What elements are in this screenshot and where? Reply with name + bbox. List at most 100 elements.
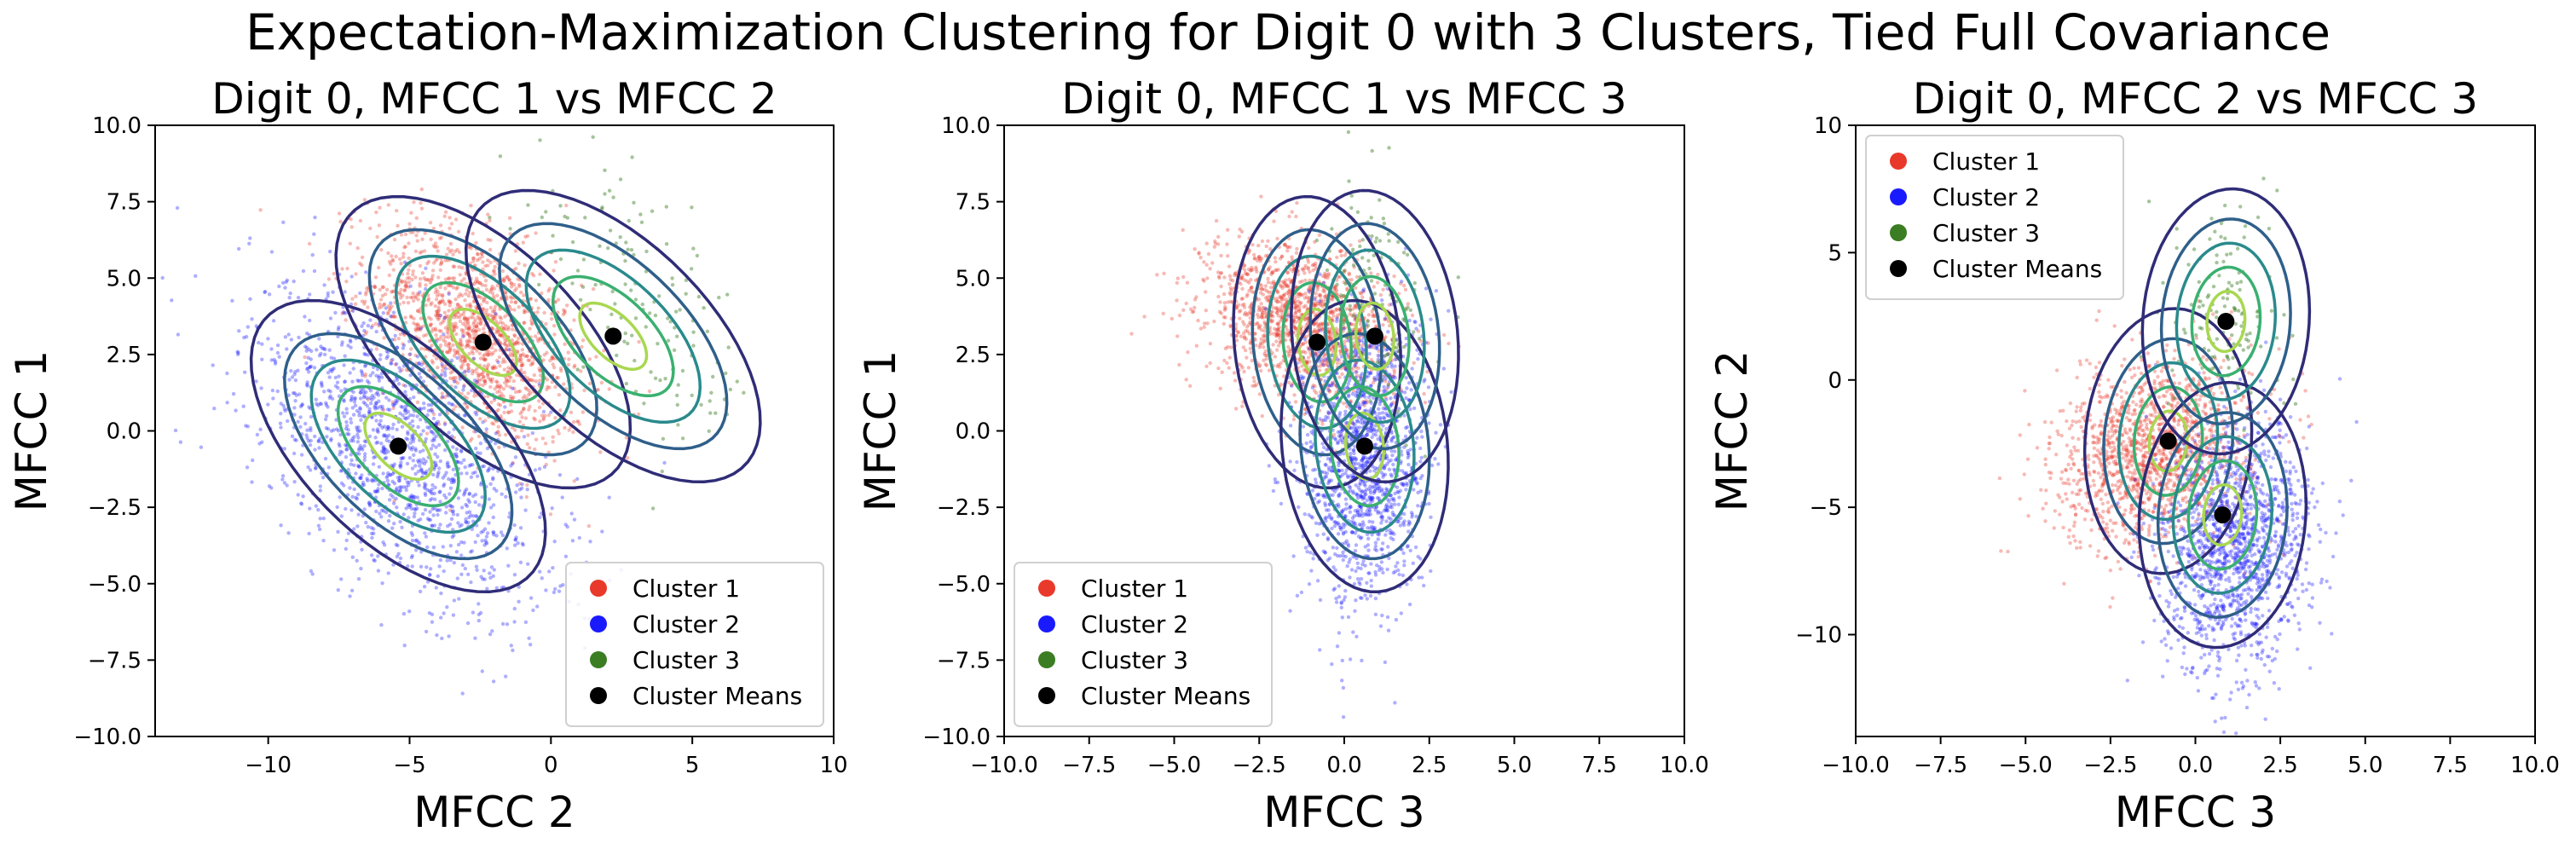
data-point: [680, 368, 685, 373]
data-point: [453, 404, 458, 409]
data-point: [473, 318, 477, 322]
data-point: [1239, 275, 1244, 280]
contour-line: [336, 384, 460, 508]
data-point: [447, 634, 451, 638]
data-point: [1241, 331, 1246, 336]
data-point: [1337, 274, 1343, 279]
data-point: [610, 289, 615, 294]
data-point: [469, 513, 473, 517]
data-point: [342, 397, 346, 402]
data-point: [417, 361, 421, 366]
data-point: [292, 373, 297, 377]
data-point: [1384, 317, 1389, 321]
data-point: [283, 286, 287, 290]
data-point: [1419, 455, 1424, 460]
data-point: [266, 337, 270, 341]
data-point: [1267, 464, 1272, 468]
data-point: [1242, 369, 1246, 374]
data-point: [482, 577, 487, 581]
data-point: [475, 325, 479, 329]
data-point: [386, 424, 390, 430]
data-point: [503, 380, 507, 385]
data-point: [323, 417, 328, 422]
data-point: [322, 283, 326, 287]
data-point: [427, 517, 431, 522]
data-point: [410, 466, 415, 471]
data-point: [623, 258, 627, 263]
data-point: [1249, 286, 1254, 290]
data-point: [408, 295, 413, 300]
data-point: [1206, 251, 1211, 257]
data-point: [488, 575, 493, 580]
data-point: [346, 531, 351, 535]
data-point: [472, 281, 477, 286]
data-point: [1360, 497, 1366, 501]
data-point: [225, 371, 229, 376]
data-point: [402, 416, 407, 420]
data-point: [509, 644, 513, 648]
data-point: [1318, 303, 1323, 307]
data-point: [1241, 345, 1246, 349]
data-point: [468, 333, 472, 338]
data-point: [435, 293, 440, 297]
data-point: [535, 604, 540, 609]
data-point: [301, 269, 306, 274]
data-point: [1202, 325, 1206, 329]
data-point: [475, 371, 480, 376]
data-point: [1295, 303, 1300, 308]
data-point: [1319, 300, 1324, 304]
data-point: [293, 378, 298, 383]
data-point: [1286, 245, 1291, 250]
data-point: [1245, 311, 1250, 316]
data-point: [1320, 304, 1325, 309]
data-point: [1259, 337, 1263, 341]
data-point: [286, 332, 291, 337]
data-point: [466, 338, 471, 344]
data-point: [492, 568, 496, 572]
data-point: [1309, 445, 1314, 449]
data-point: [381, 471, 385, 476]
data-point: [440, 364, 445, 368]
data-point: [374, 347, 379, 351]
data-point: [376, 554, 380, 558]
data-point: [423, 347, 427, 351]
data-point: [385, 474, 390, 478]
data-point: [506, 410, 511, 415]
data-point: [491, 574, 495, 578]
data-point: [368, 318, 373, 322]
data-point: [1358, 291, 1362, 295]
data-point: [453, 452, 459, 456]
data-point: [438, 459, 442, 464]
data-point: [630, 155, 634, 159]
data-point: [486, 238, 490, 242]
data-point: [1367, 344, 1372, 349]
data-point: [1233, 271, 1238, 275]
data-point: [509, 402, 513, 407]
data-point: [1376, 280, 1380, 285]
data-point: [423, 471, 427, 476]
data-point: [384, 306, 388, 310]
data-point: [1223, 307, 1227, 311]
data-point: [350, 406, 355, 410]
data-point: [1222, 315, 1227, 320]
data-point: [1260, 286, 1264, 292]
data-point: [664, 242, 669, 246]
data-point: [513, 300, 518, 304]
data-point: [518, 747, 522, 750]
data-point: [675, 334, 679, 338]
data-point: [1242, 263, 1247, 268]
data-point: [260, 440, 264, 444]
data-point: [1233, 271, 1238, 275]
data-point: [1337, 358, 1342, 362]
data-point: [477, 295, 482, 299]
data-point: [473, 328, 478, 333]
y-tick-label: −5.0: [88, 572, 142, 598]
data-point: [361, 482, 367, 487]
data-point: [347, 432, 351, 436]
data-point: [376, 489, 380, 494]
data-point: [1339, 248, 1344, 253]
data-point: [340, 311, 344, 316]
data-point: [397, 485, 402, 489]
data-point: [448, 544, 453, 548]
data-point: [1396, 292, 1401, 296]
